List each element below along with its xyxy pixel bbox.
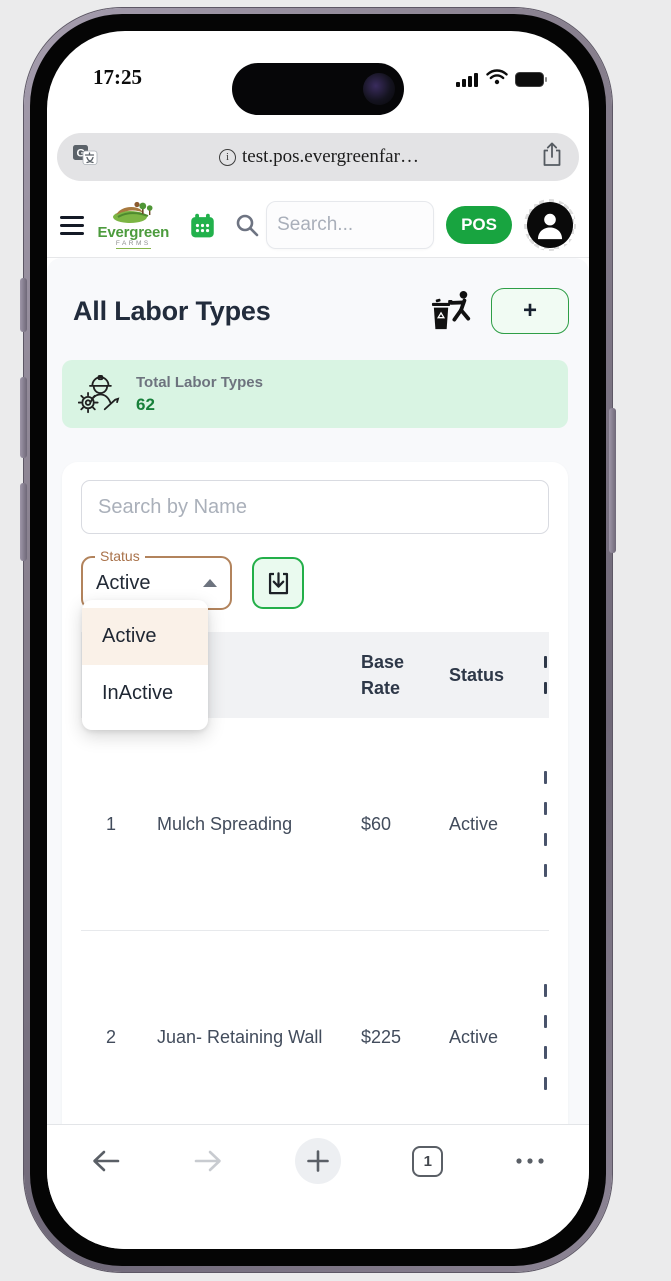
app-header: Evergreen FARMS bbox=[47, 193, 589, 258]
row-sr: 2 bbox=[105, 1026, 116, 1047]
header-status: Status bbox=[449, 665, 505, 686]
forward-icon[interactable] bbox=[193, 1148, 223, 1174]
header-base-rate: Base Rate bbox=[361, 652, 405, 699]
power-button bbox=[609, 408, 616, 553]
volume-down-button bbox=[20, 483, 27, 561]
battery-icon bbox=[516, 73, 547, 86]
status-option-inactive[interactable]: InActive bbox=[102, 682, 174, 704]
status-dropdown-menu: Active InActive bbox=[82, 600, 208, 730]
row-base-rate: $60 bbox=[361, 813, 392, 834]
share-icon[interactable] bbox=[540, 141, 564, 173]
worker-icon bbox=[78, 374, 120, 414]
status-select-value: Active bbox=[96, 571, 151, 594]
mute-switch bbox=[20, 278, 27, 332]
phone-screen: 17:25 bbox=[47, 31, 589, 1249]
row-sr: 1 bbox=[105, 813, 116, 834]
total-labor-types-card: Total Labor Types 62 bbox=[62, 360, 568, 428]
url: test.pos.evergreenfar… bbox=[242, 146, 419, 167]
signal-icon bbox=[456, 72, 478, 87]
browser-toolbar: 1 bbox=[47, 1124, 589, 1197]
browser-address-bar[interactable]: G i test.pos.evergreenfar… bbox=[57, 133, 579, 181]
translate-icon[interactable]: G bbox=[72, 142, 98, 172]
download-icon bbox=[265, 570, 292, 597]
header-search-input[interactable] bbox=[266, 201, 435, 249]
row-status: Active bbox=[449, 1026, 499, 1047]
clipped-column bbox=[544, 649, 549, 701]
page-title: All Labor Types bbox=[73, 295, 271, 326]
home-indicator-area bbox=[47, 1197, 589, 1249]
calendar-icon[interactable] bbox=[189, 212, 216, 239]
status-select-label: Status bbox=[95, 548, 145, 564]
menu-icon[interactable] bbox=[60, 215, 84, 235]
user-avatar[interactable] bbox=[524, 199, 576, 251]
logo-subtext: FARMS bbox=[115, 240, 151, 250]
tabs-button[interactable]: 1 bbox=[412, 1145, 444, 1177]
plus-icon bbox=[306, 1150, 329, 1172]
chevron-up-icon bbox=[203, 579, 217, 587]
clipped-column bbox=[544, 975, 549, 1099]
search-by-name-input[interactable] bbox=[81, 480, 549, 534]
logo-text: Evergreen bbox=[97, 223, 170, 241]
url-text[interactable]: i test.pos.evergreenfar… bbox=[98, 146, 540, 168]
volume-up-button bbox=[20, 377, 27, 458]
clipped-column bbox=[544, 762, 549, 886]
wifi-icon bbox=[486, 69, 508, 90]
site-info-icon[interactable]: i bbox=[219, 148, 237, 166]
dynamic-island bbox=[232, 63, 404, 115]
evergreen-logo[interactable]: Evergreen FARMS bbox=[97, 201, 170, 250]
clock: 17:25 bbox=[93, 65, 142, 89]
status-option-active[interactable]: Active bbox=[82, 608, 208, 665]
summary-label: Total Labor Types bbox=[136, 373, 263, 391]
more-icon[interactable] bbox=[515, 1157, 545, 1165]
row-name: Juan- Retaining Wall bbox=[157, 1026, 323, 1047]
person-icon bbox=[537, 213, 563, 240]
labor-types-card: Status Active bbox=[62, 462, 568, 1124]
search-icon[interactable] bbox=[234, 212, 260, 238]
trash-litter-icon[interactable] bbox=[429, 290, 475, 332]
pos-button[interactable]: POS bbox=[446, 206, 512, 244]
camera-icon bbox=[363, 73, 395, 105]
page-content: All Labor Types bbox=[47, 258, 589, 1124]
table-row: 2 Juan- Retaining Wall $225 Active bbox=[81, 931, 549, 1124]
phone-frame: 17:25 bbox=[20, 8, 616, 1272]
svg-text:G: G bbox=[77, 148, 86, 160]
status-bar: 17:25 bbox=[47, 31, 589, 119]
farm-illustration bbox=[113, 201, 153, 223]
summary-value: 62 bbox=[136, 394, 155, 414]
back-icon[interactable] bbox=[91, 1148, 121, 1174]
new-tab-button[interactable] bbox=[294, 1138, 341, 1184]
phone-bezel: 17:25 bbox=[30, 14, 606, 1266]
row-base-rate: $225 bbox=[361, 1026, 402, 1047]
add-labor-type-button[interactable]: + bbox=[491, 288, 569, 334]
export-button[interactable] bbox=[252, 557, 304, 609]
table-row: 1 Mulch Spreading $60 Active bbox=[81, 718, 549, 932]
row-status: Active bbox=[449, 813, 499, 834]
row-name: Mulch Spreading bbox=[157, 813, 293, 834]
